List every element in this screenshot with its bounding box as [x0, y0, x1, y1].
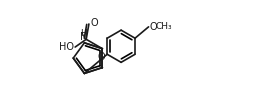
Text: N: N	[80, 32, 87, 42]
Text: CH₃: CH₃	[155, 22, 172, 31]
Text: H: H	[80, 29, 87, 38]
Text: O: O	[98, 52, 105, 62]
Text: O: O	[90, 18, 98, 28]
Text: HO: HO	[59, 42, 74, 52]
Text: O: O	[150, 22, 157, 32]
